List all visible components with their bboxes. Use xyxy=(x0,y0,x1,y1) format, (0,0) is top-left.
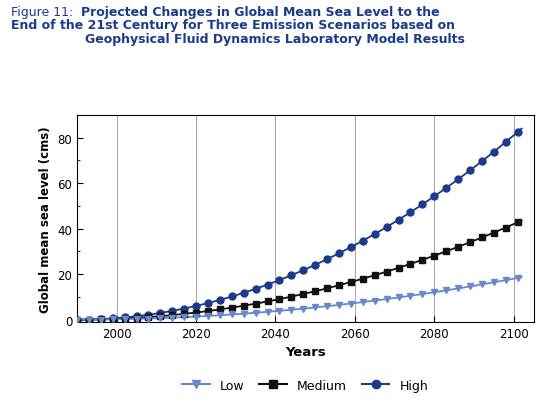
X-axis label: Years: Years xyxy=(285,346,326,358)
Y-axis label: Global mean sea level (cms): Global mean sea level (cms) xyxy=(39,126,52,312)
Legend: Low, Medium, High: Low, Medium, High xyxy=(177,374,433,397)
Text: Figure 11:: Figure 11: xyxy=(11,6,73,19)
Text: End of the 21st Century for Three Emission Scenarios based on: End of the 21st Century for Three Emissi… xyxy=(11,19,455,32)
Text: Geophysical Fluid Dynamics Laboratory Model Results: Geophysical Fluid Dynamics Laboratory Mo… xyxy=(85,33,465,45)
Text: Projected Changes in Global Mean Sea Level to the: Projected Changes in Global Mean Sea Lev… xyxy=(81,6,440,19)
